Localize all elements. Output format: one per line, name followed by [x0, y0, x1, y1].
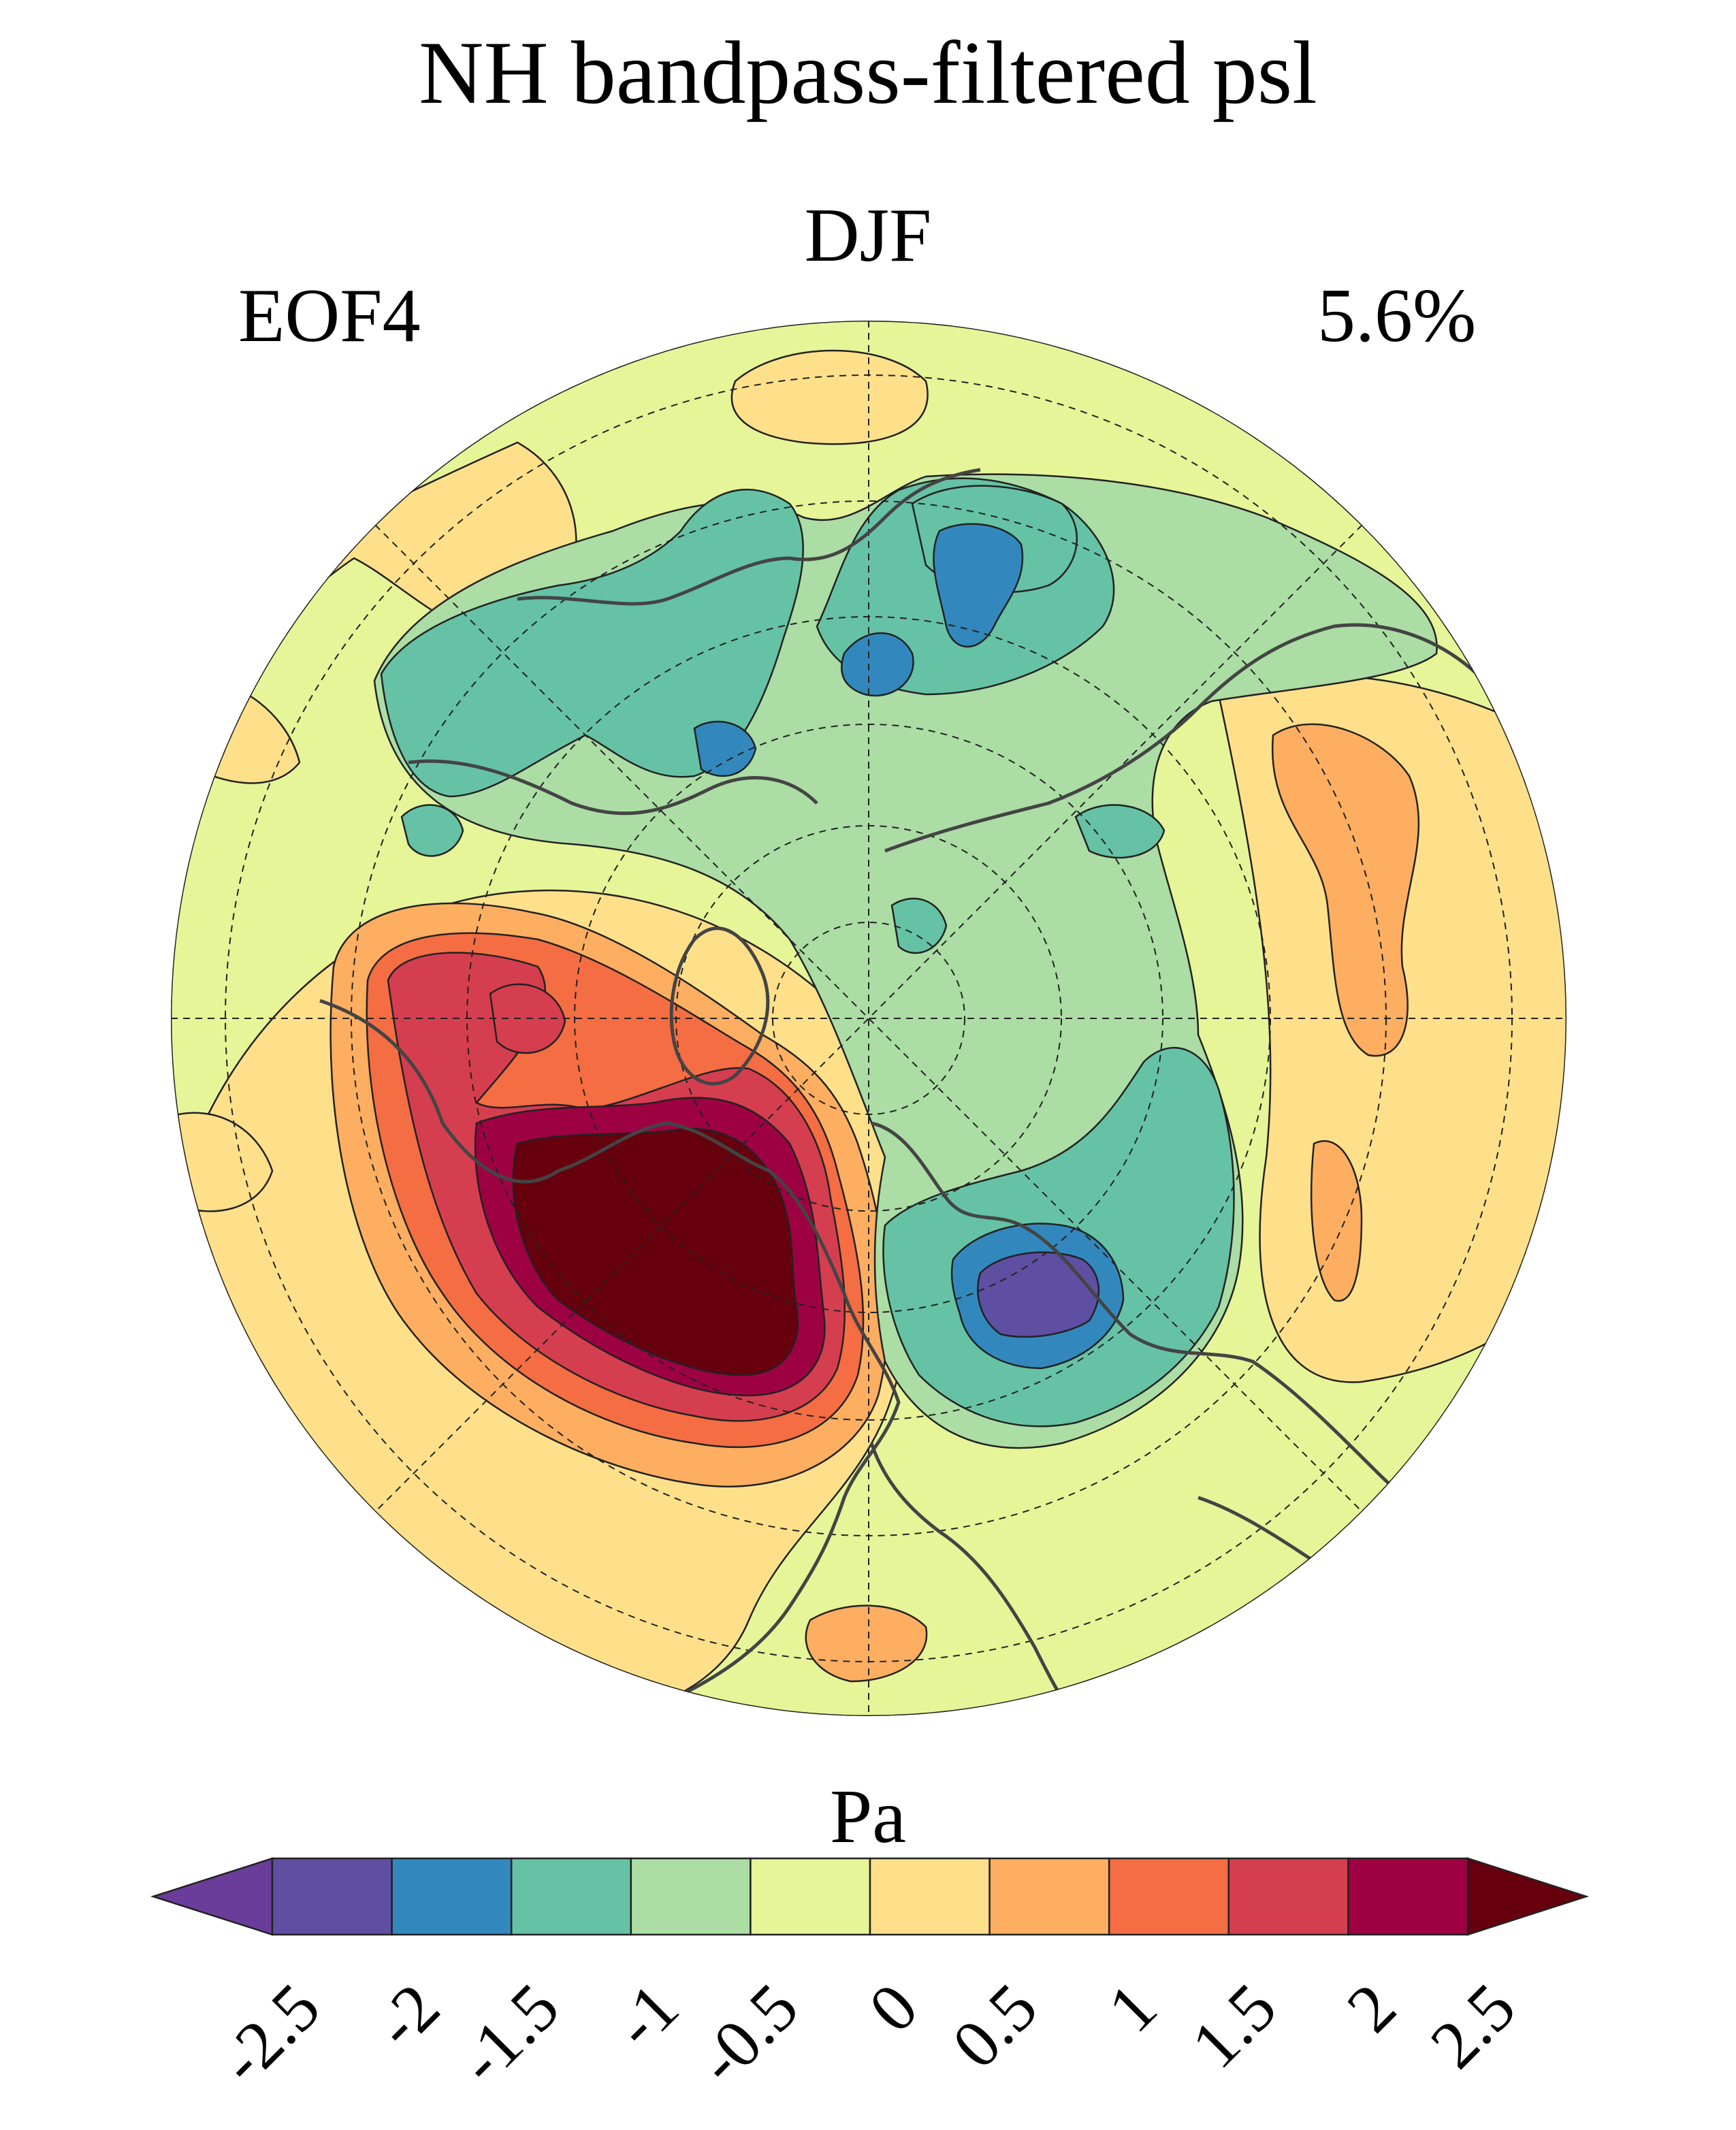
contour-region-2p5	[512, 1127, 799, 1376]
coastline-asia-east	[517, 468, 981, 606]
contour-region-pos-east-inner	[1271, 723, 1420, 1057]
colorbar-tick-label: 1	[1093, 1969, 1171, 2046]
colorbar-segment	[1347, 1857, 1469, 1936]
colorbar	[150, 1857, 1590, 1936]
colorbar-tick-label: -2	[360, 1969, 453, 2062]
colorbar-segment	[1108, 1857, 1230, 1936]
contour-region-neg-2p0-south	[977, 1251, 1100, 1338]
colorbar-tick-label: 0.5	[938, 1969, 1052, 2082]
coastline-eurasia	[871, 1121, 1513, 1568]
colorbar-tick-label: 2	[1332, 1969, 1410, 2046]
latitude-circle-80	[772, 922, 965, 1115]
contour-fills-negative	[373, 473, 1438, 1449]
latitude-circle-60	[574, 724, 1163, 1313]
coastline-greenland	[669, 926, 770, 1086]
colorbar-tick-label: -2.5	[204, 1969, 334, 2098]
coastline-alaska	[408, 759, 818, 816]
coastline-africa	[869, 1442, 1077, 1716]
contour-region-neg-west	[400, 804, 464, 857]
eof-mode-label: EOF4	[238, 274, 421, 358]
contour-region-pos-south	[805, 1604, 928, 1683]
colorbar-tick-label: 1.5	[1177, 1969, 1291, 2082]
colorbar-tick-labels: -2.5 -2-1.5 -1-0.5 0 0.5 1 1.5 2 2.5	[204, 1969, 1529, 2098]
contour-region-neg-1p0-north	[380, 489, 804, 798]
colorbar-unit-label: Pa	[830, 1775, 906, 1859]
colorbar-tick-label: -1.5	[444, 1969, 573, 2098]
graticule	[171, 321, 1566, 1716]
colorbar-over-triangle	[1466, 1857, 1590, 1936]
coastline-north-america	[319, 999, 901, 1697]
figure-title: NH bandpass-filtered psl	[419, 22, 1317, 123]
colorbar-under-triangle	[150, 1857, 274, 1936]
colorbar-segment	[750, 1857, 871, 1936]
colorbar-segment	[630, 1857, 752, 1936]
contour-fills-strong-positive	[171, 723, 1420, 1683]
colorbar-segment	[271, 1857, 393, 1936]
colorbar-segment	[988, 1857, 1110, 1936]
colorbar-tick-label: -1	[599, 1969, 692, 2062]
contour-region-neg-1p5-b	[933, 523, 1024, 648]
colorbar-tick-label: 2.5	[1416, 1969, 1530, 2082]
contour-region-neg-1p5-c	[693, 720, 757, 777]
explained-variance-label: 5.6%	[1317, 274, 1477, 358]
colorbar-segment	[1227, 1857, 1349, 1936]
contour-region-neg-east-inner	[1074, 804, 1166, 859]
colorbar-segment	[391, 1857, 513, 1936]
contour-region-neg-center	[890, 897, 948, 954]
contour-region-pos-west-edge	[171, 1112, 274, 1212]
season-label: DJF	[804, 193, 932, 278]
colorbar-segment	[510, 1857, 632, 1936]
contour-region-neg-1p5-a	[841, 632, 914, 697]
contour-region-pos-top	[730, 349, 929, 445]
polar-map	[171, 321, 1566, 1716]
colorbar-segment	[869, 1857, 991, 1936]
colorbar-tick-label: -0.5	[683, 1969, 812, 2098]
contour-region-pos-east-small	[1311, 1140, 1363, 1302]
colorbar-tick-label: 0	[854, 1969, 932, 2046]
